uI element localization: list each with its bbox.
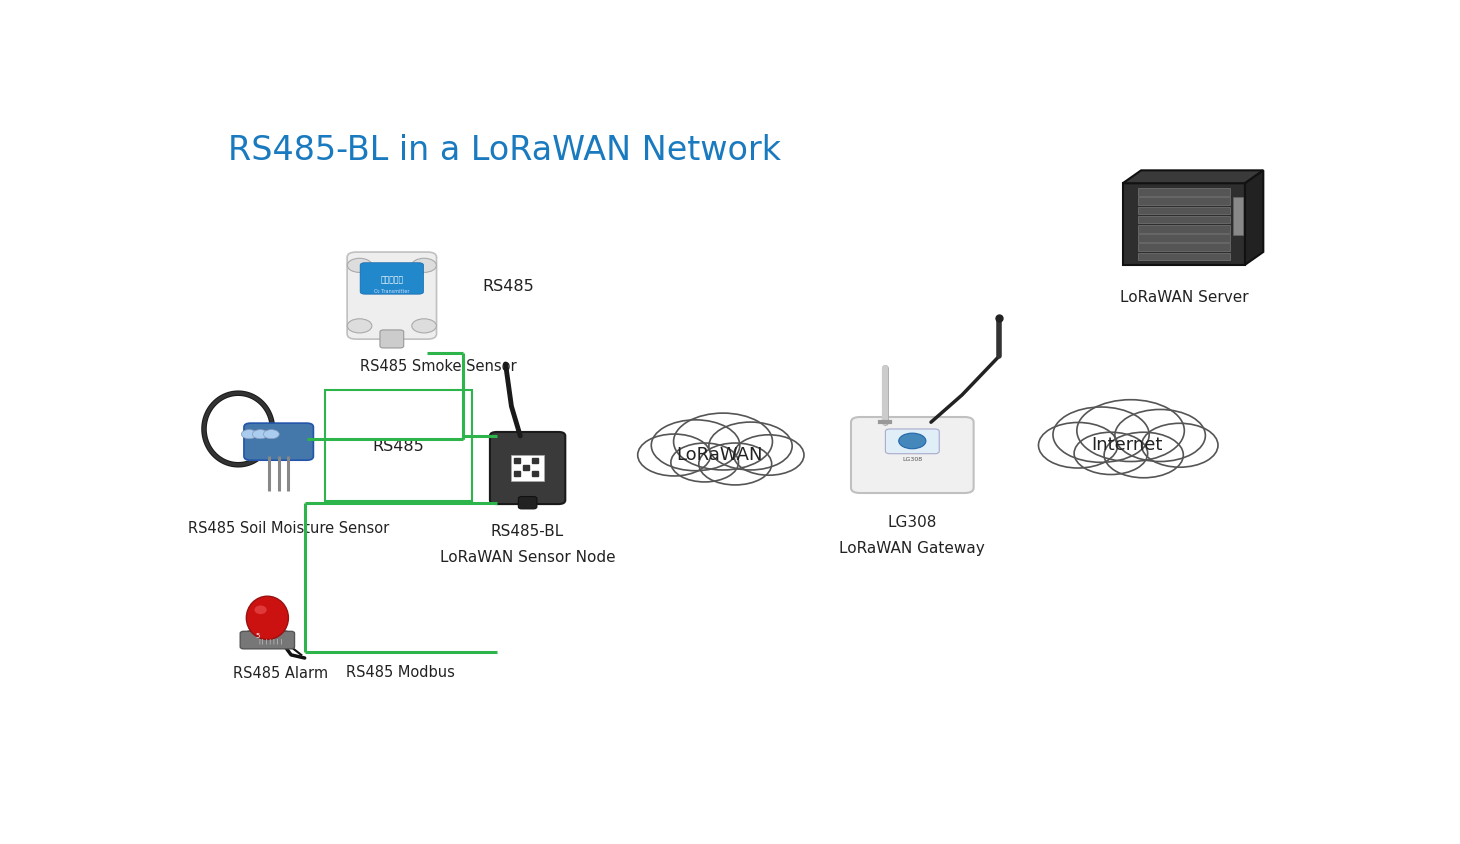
Circle shape bbox=[1142, 424, 1218, 468]
Circle shape bbox=[673, 414, 772, 470]
Circle shape bbox=[1053, 408, 1149, 463]
Text: Internet: Internet bbox=[1092, 436, 1164, 454]
FancyBboxPatch shape bbox=[1137, 217, 1229, 224]
Circle shape bbox=[670, 443, 739, 483]
FancyBboxPatch shape bbox=[244, 424, 314, 461]
FancyBboxPatch shape bbox=[496, 473, 507, 483]
Circle shape bbox=[263, 430, 279, 439]
Text: LoRaWAN Gateway: LoRaWAN Gateway bbox=[839, 540, 986, 555]
Text: LoRaWAN Sensor Node: LoRaWAN Sensor Node bbox=[439, 549, 616, 565]
FancyBboxPatch shape bbox=[1123, 184, 1245, 266]
Text: LG308: LG308 bbox=[902, 457, 923, 462]
Circle shape bbox=[1077, 400, 1184, 462]
Bar bbox=[531, 458, 537, 463]
FancyBboxPatch shape bbox=[1232, 198, 1244, 235]
FancyBboxPatch shape bbox=[491, 432, 565, 505]
Ellipse shape bbox=[247, 597, 289, 640]
Text: RS485 Smoke Sensor: RS485 Smoke Sensor bbox=[359, 359, 517, 374]
Circle shape bbox=[412, 319, 437, 333]
Text: RS485 Modbus: RS485 Modbus bbox=[346, 663, 456, 679]
Circle shape bbox=[710, 423, 793, 470]
Text: RS485: RS485 bbox=[372, 438, 425, 453]
Text: LG308: LG308 bbox=[888, 514, 937, 529]
Text: RS485 Alarm: RS485 Alarm bbox=[234, 666, 328, 680]
Text: LoRaWAN Server: LoRaWAN Server bbox=[1120, 289, 1248, 305]
FancyBboxPatch shape bbox=[511, 456, 543, 481]
FancyBboxPatch shape bbox=[885, 430, 939, 454]
FancyBboxPatch shape bbox=[361, 263, 423, 295]
Bar bbox=[531, 472, 537, 477]
Text: |||||||: ||||||| bbox=[257, 638, 283, 644]
Circle shape bbox=[347, 319, 372, 333]
Text: LoRaWAN: LoRaWAN bbox=[677, 446, 764, 463]
Circle shape bbox=[1075, 433, 1148, 475]
Text: RS485-BL: RS485-BL bbox=[491, 523, 564, 538]
Ellipse shape bbox=[244, 630, 291, 641]
Polygon shape bbox=[1123, 171, 1263, 184]
Circle shape bbox=[734, 436, 804, 476]
Circle shape bbox=[347, 259, 372, 273]
FancyBboxPatch shape bbox=[1137, 235, 1229, 242]
FancyBboxPatch shape bbox=[1137, 253, 1229, 261]
FancyBboxPatch shape bbox=[661, 452, 778, 470]
Ellipse shape bbox=[254, 606, 267, 614]
Circle shape bbox=[1038, 423, 1118, 468]
Circle shape bbox=[638, 435, 711, 476]
Circle shape bbox=[1104, 433, 1183, 479]
Bar bbox=[514, 472, 520, 477]
Text: RS485 Soil Moisture Sensor: RS485 Soil Moisture Sensor bbox=[188, 521, 390, 535]
FancyBboxPatch shape bbox=[1137, 208, 1229, 214]
Polygon shape bbox=[1245, 171, 1263, 266]
Text: 氧气传感器: 氧气传感器 bbox=[380, 274, 403, 284]
FancyBboxPatch shape bbox=[555, 473, 565, 483]
Text: RS485-BL in a LoRaWAN Network: RS485-BL in a LoRaWAN Network bbox=[228, 133, 781, 167]
Circle shape bbox=[412, 259, 437, 273]
FancyBboxPatch shape bbox=[1137, 189, 1229, 197]
FancyBboxPatch shape bbox=[851, 418, 974, 494]
Text: 5: 5 bbox=[255, 632, 260, 638]
FancyBboxPatch shape bbox=[1064, 442, 1190, 462]
Bar bbox=[523, 465, 529, 470]
FancyBboxPatch shape bbox=[1137, 225, 1229, 233]
Text: RS485: RS485 bbox=[482, 279, 534, 294]
Circle shape bbox=[699, 443, 772, 485]
Bar bbox=[514, 458, 520, 463]
Circle shape bbox=[651, 420, 740, 471]
Text: O₂ Transmitter: O₂ Transmitter bbox=[374, 289, 410, 294]
FancyBboxPatch shape bbox=[241, 631, 295, 649]
Circle shape bbox=[241, 430, 257, 439]
Circle shape bbox=[253, 430, 269, 439]
Circle shape bbox=[899, 434, 926, 449]
FancyBboxPatch shape bbox=[1137, 244, 1229, 252]
FancyBboxPatch shape bbox=[380, 331, 404, 349]
FancyBboxPatch shape bbox=[347, 252, 437, 340]
Circle shape bbox=[1115, 410, 1206, 462]
FancyBboxPatch shape bbox=[1137, 198, 1229, 206]
FancyBboxPatch shape bbox=[518, 497, 537, 509]
